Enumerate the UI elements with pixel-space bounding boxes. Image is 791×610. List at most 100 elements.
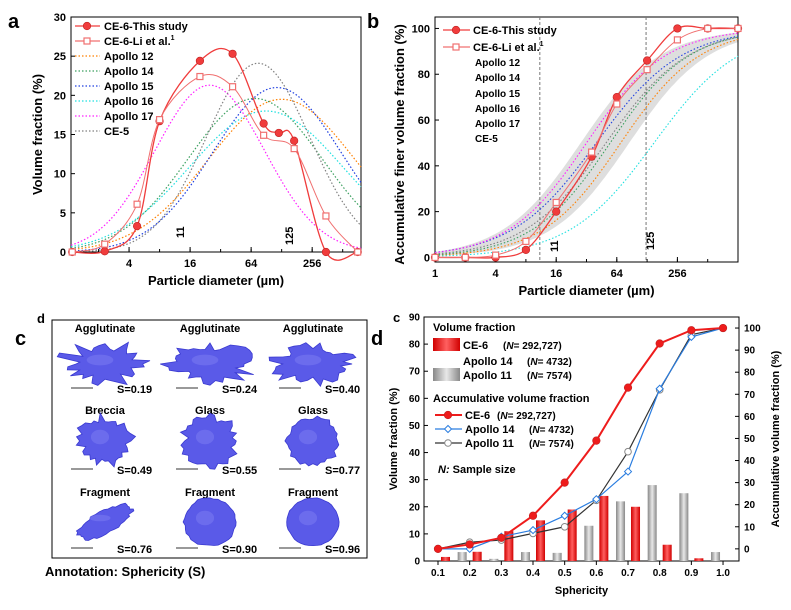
panel-c-particle-morphology: AgglutinateS=0.19AgglutinateS=0.24Agglut… xyxy=(51,319,368,559)
legend-title-volume-fraction: Volume fraction xyxy=(433,322,516,334)
legend-label: Apollo 15 xyxy=(475,89,520,100)
particle-highlight xyxy=(195,510,215,526)
legend-item: Apollo 11 (N= 7574) xyxy=(435,438,574,450)
particle-type-label: Agglutinate xyxy=(180,323,241,335)
plot-frame xyxy=(423,316,740,562)
particle-cell: Agglutinate S=0.19 xyxy=(56,323,152,396)
y2-tick-label: 60 xyxy=(744,412,756,423)
particle-highlight xyxy=(86,354,114,366)
bar-apollo-11 xyxy=(584,525,594,561)
data-point xyxy=(673,36,682,44)
data-point xyxy=(431,253,439,262)
particle-cell: Agglutinate S=0.40 xyxy=(268,323,360,396)
x-tick-label: 0.8 xyxy=(653,568,667,579)
data-point xyxy=(195,56,205,65)
sphericity-label: S=0.55 xyxy=(222,465,257,477)
series-line-apollo-16 xyxy=(434,55,739,257)
chart-a-particle-size-distribution: 0 5 10 15 20 25 30 4 16 64 256 Particle diameter (µ… xyxy=(30,12,362,288)
bar-apollo-11 xyxy=(489,558,499,561)
annotation-11: 11 xyxy=(175,226,187,238)
cumulative-point-apollo-14 xyxy=(687,332,696,342)
particle-highlight xyxy=(298,510,318,526)
data-point xyxy=(259,119,268,128)
x-tick-label: 16 xyxy=(184,258,196,270)
legend-item: CE-5 xyxy=(75,126,129,138)
cumulative-point-ce-6 xyxy=(497,533,506,542)
chart-b-cumulative-distribution: 0 20 40 60 80 100 1 4 16 64 256 Particle diameter (… xyxy=(392,16,743,298)
legend-label: Apollo 14 xyxy=(475,73,520,84)
bar-ce-6 xyxy=(441,556,450,561)
legend-title-accumulative: Accumulative volume fraction xyxy=(433,393,590,405)
bar-ce-6 xyxy=(567,509,577,561)
series-line-apollo-12 xyxy=(70,98,362,251)
y-tick-label: 70 xyxy=(409,367,421,378)
y-tick-label: 5 xyxy=(60,208,66,220)
data-point xyxy=(521,245,531,254)
y2-tick-label: 70 xyxy=(744,390,756,401)
bar-ce-6 xyxy=(631,506,641,561)
data-point xyxy=(322,212,330,220)
bar-apollo-11 xyxy=(616,501,626,561)
data-point xyxy=(133,200,141,208)
y2-tick-label: 20 xyxy=(744,500,756,511)
legend-label: CE-6-This study xyxy=(104,21,189,33)
legend-item: Apollo 14 (N= 4732) xyxy=(463,356,572,368)
y-tick-label: 60 xyxy=(409,394,421,405)
legend-item: Apollo 15 xyxy=(475,89,520,100)
series-line-ce6-li xyxy=(72,73,359,253)
particle-grid-frame xyxy=(51,319,368,559)
legend-marker xyxy=(452,43,460,51)
legend-item: Apollo 16 xyxy=(475,104,520,115)
sphericity-label: S=0.76 xyxy=(117,544,152,556)
x-tick-label: 64 xyxy=(611,268,624,280)
y-tick-label: 50 xyxy=(409,421,421,432)
legend-marker xyxy=(443,410,453,420)
panel-label-b: b xyxy=(367,11,379,33)
y-axis-label: Accumulative finer volume fraction (%) xyxy=(392,24,407,265)
x-tick-label: 0.7 xyxy=(621,568,635,579)
y-axis-label: Volume fraction (%) xyxy=(30,74,45,195)
data-point xyxy=(704,24,712,33)
data-point xyxy=(321,247,331,257)
y-tick-label: 60 xyxy=(418,115,430,127)
x-tick-label: 256 xyxy=(668,268,686,280)
data-point xyxy=(260,131,268,139)
x-tick-label: 0.1 xyxy=(431,568,445,579)
sphericity-annotation: Annotation: Sphericity (S) xyxy=(45,564,205,579)
legend-label: Apollo 15 xyxy=(104,81,154,93)
legend-label: Apollo 14 xyxy=(463,356,513,368)
sphericity-label: S=0.96 xyxy=(325,544,360,556)
particle-type-label: Agglutinate xyxy=(75,323,136,335)
y-tick-label: 40 xyxy=(418,161,430,173)
data-point xyxy=(552,198,560,207)
x-tick-label: 1.0 xyxy=(716,568,730,579)
bar-apollo-11 xyxy=(647,485,657,561)
panel-label-a: a xyxy=(8,11,20,33)
legend-swatch xyxy=(433,338,460,351)
data-point xyxy=(274,128,283,138)
cumulative-line-ce-6 xyxy=(437,327,724,550)
annotation-125: 125 xyxy=(645,232,657,250)
data-point xyxy=(100,247,109,256)
legend-item: Apollo 16 xyxy=(75,96,154,108)
data-point xyxy=(228,83,237,91)
legend-marker xyxy=(82,21,92,31)
legend-sample-size: (N= 7574) xyxy=(529,439,574,450)
panel-label-d: d xyxy=(371,328,383,350)
data-point xyxy=(196,72,204,81)
legend-item: Apollo 12 xyxy=(475,58,520,69)
y2-tick-label: 90 xyxy=(744,346,756,357)
cumulative-line-apollo-14 xyxy=(438,327,724,550)
legend-superscript: 1 xyxy=(540,41,544,48)
legend-item: Apollo 14 (N= 4732) xyxy=(435,424,574,436)
cumulative-point-ce-6 xyxy=(560,478,569,487)
cumulative-point-ce-6 xyxy=(433,544,443,553)
particle-highlight xyxy=(90,429,110,445)
x-tick-label: 4 xyxy=(126,258,133,270)
legend-item: Apollo 11 (N= 7574) xyxy=(433,368,572,382)
panel-label-c: c xyxy=(15,328,26,350)
cumulative-point-ce-6 xyxy=(465,540,474,549)
series-line-apollo-17 xyxy=(70,84,362,249)
x-axis-label: Particle diameter (µm) xyxy=(518,283,654,298)
legend-item: Apollo 15 xyxy=(75,81,154,93)
